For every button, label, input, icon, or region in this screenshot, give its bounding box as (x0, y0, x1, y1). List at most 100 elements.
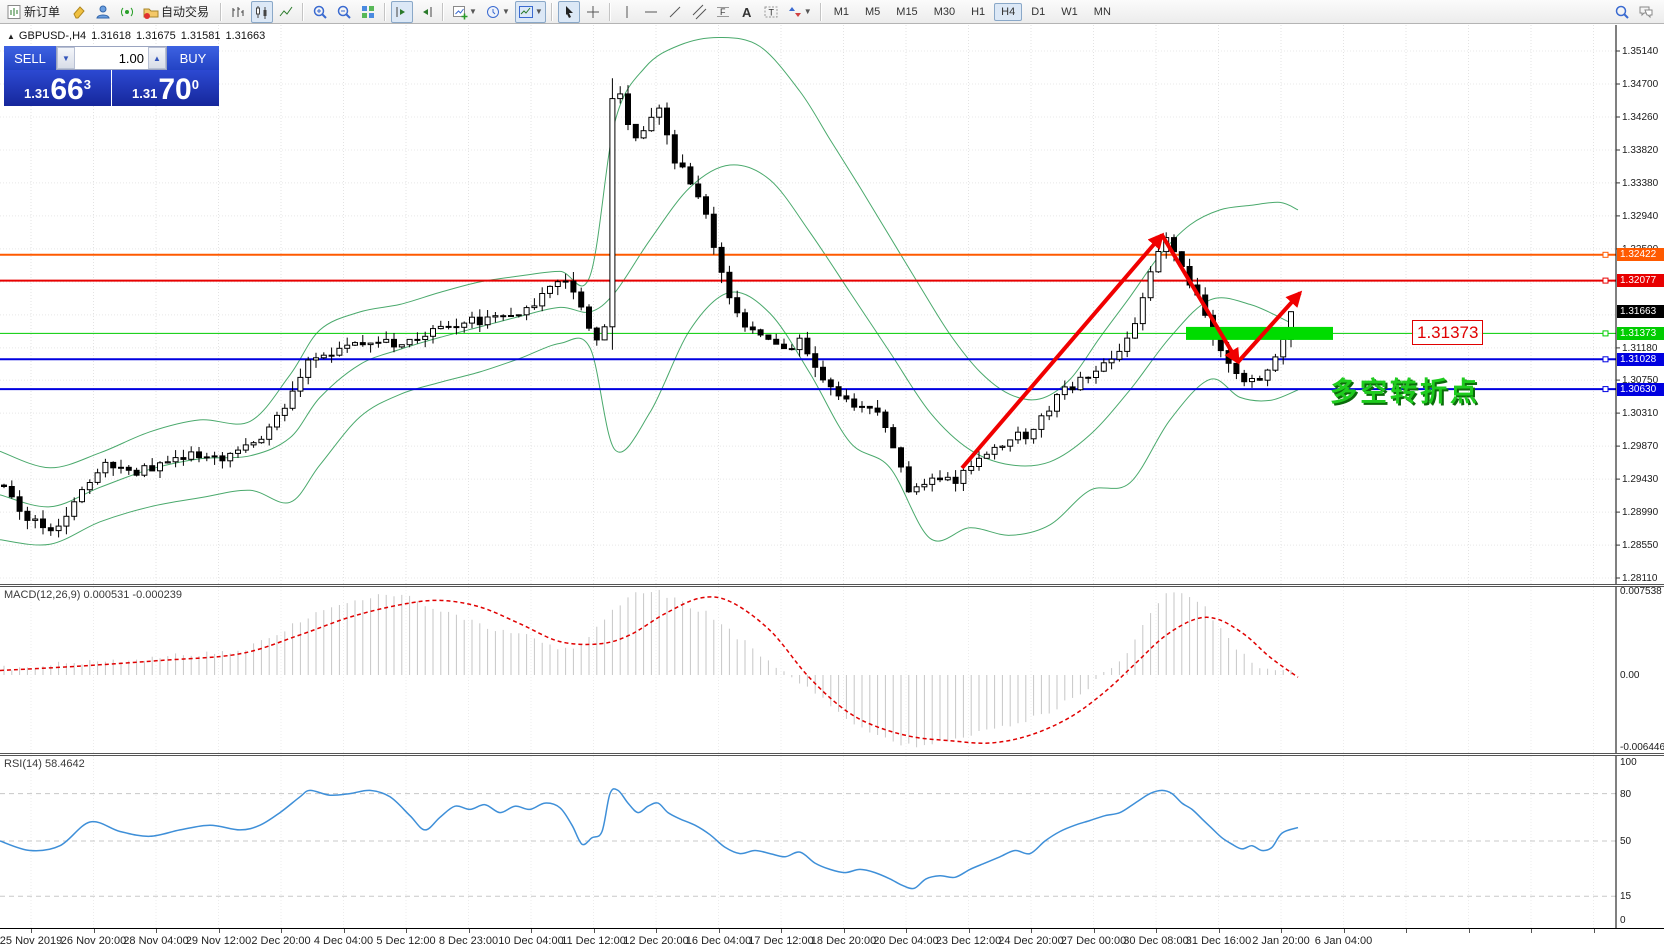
timeframe-m15-button[interactable]: M15 (896, 5, 918, 18)
timeframe-h4-button[interactable]: H4 (994, 2, 1023, 21)
time-tick (1406, 929, 1407, 933)
buy-price-button[interactable]: 1.31 70 0 (112, 70, 219, 106)
bars-chart-button[interactable] (227, 1, 249, 23)
timeframe-d1-button[interactable]: D1 (1031, 5, 1046, 18)
macd-panel[interactable]: MACD(12,26,9) 0.000531 -0.000239 (0, 587, 1664, 753)
text-label-button[interactable]: T (760, 1, 782, 23)
hline-anchor[interactable] (1602, 277, 1609, 284)
time-label: 6 Jan 04:00 (1314, 935, 1373, 947)
timeframe-m5-button[interactable]: M5 (865, 5, 881, 18)
horizontal-line-icon (644, 11, 657, 12)
timeframe-m1-button[interactable]: M1 (833, 5, 849, 18)
macd-signal-line (0, 596, 1299, 744)
period-clock-button[interactable]: ▼ (482, 1, 513, 23)
time-tick (343, 929, 345, 933)
timeframe-w1-button[interactable]: W1 (1061, 5, 1078, 18)
bollinger-upper-band[interactable] (0, 36, 1299, 469)
zoom-in-button[interactable] (309, 1, 331, 23)
quote-close: 1.31663 (225, 30, 266, 42)
zoom-out-button[interactable] (333, 1, 355, 23)
new-chart-icon (453, 5, 468, 19)
buy-button[interactable]: BUY (167, 46, 219, 70)
rsi-panel[interactable]: RSI(14) 58.4642 (0, 756, 1664, 928)
vertical-line-button[interactable] (616, 1, 638, 23)
template-profile-button[interactable]: ▼ (514, 0, 546, 23)
sell-button[interactable]: SELL (4, 46, 56, 70)
crosshair-button[interactable] (582, 1, 604, 23)
volume-increase-button[interactable]: ▲ (148, 47, 166, 69)
quote-low: 1.31581 (180, 30, 221, 42)
time-label: 27 Dec 00:00 (1060, 935, 1127, 947)
price-callout-label[interactable]: 1.31373 (1412, 320, 1484, 345)
volume-input[interactable] (75, 47, 148, 69)
macd-histogram (3, 589, 1292, 748)
price-tick-label: 1.33820 (1622, 144, 1659, 156)
candles-chart-button[interactable] (251, 0, 274, 23)
trend-arrow[interactable] (960, 232, 1165, 470)
price-tick-label: 1.28990 (1622, 507, 1659, 519)
toolbar-separator (550, 2, 553, 21)
turning-point-annotation[interactable]: 多空转折点 (1330, 377, 1480, 407)
line-chart-icon (279, 6, 293, 16)
bollinger-lower-band[interactable] (0, 291, 1299, 546)
horizontal-line-button[interactable] (640, 1, 662, 23)
tile-windows-button[interactable] (357, 1, 379, 23)
search-button[interactable] (1611, 1, 1633, 23)
fibonacci-button[interactable]: F (712, 1, 734, 23)
line-chart-button[interactable] (275, 1, 297, 23)
quote-open: 1.31618 (91, 30, 131, 42)
time-label: 31 Dec 16:00 (1185, 935, 1252, 947)
timeframe-m30-button[interactable]: M30 (933, 5, 956, 18)
macd-canvas[interactable] (0, 587, 1664, 753)
new-chart-button[interactable]: ▼ (449, 1, 480, 23)
period-clock-icon (486, 5, 499, 18)
timeframe-mn-button[interactable]: MN (1093, 5, 1111, 18)
cursor-button[interactable] (557, 0, 580, 23)
current-price-badge: 1.31663 (1617, 305, 1664, 319)
price-chart-panel[interactable] (0, 25, 1664, 584)
time-tick (718, 929, 720, 933)
trend-arrow[interactable] (1160, 233, 1240, 365)
price-chart-canvas[interactable] (0, 25, 1664, 584)
toolbar-separator (442, 2, 445, 21)
timeframe-h1-button[interactable]: H1 (971, 5, 986, 18)
arrows-button[interactable]: ▼ (784, 1, 815, 23)
rsi-canvas[interactable] (0, 756, 1664, 928)
trend-arrow[interactable] (1236, 290, 1303, 364)
signal-button[interactable] (116, 1, 138, 23)
chart-autoscroll-button[interactable] (415, 1, 437, 23)
bollinger-bands[interactable] (0, 36, 1299, 546)
chat-button[interactable] (1635, 1, 1657, 23)
volume-decrease-button[interactable]: ▼ (57, 47, 75, 69)
chart-shift-button[interactable] (391, 0, 414, 23)
trendline-button[interactable] (664, 1, 686, 23)
buy-price-small: 1.31 (132, 86, 158, 101)
equidistant-channel-button[interactable] (688, 1, 710, 23)
macd-axis-label: 0.00 (1620, 670, 1640, 681)
new-order-button[interactable]: 新订单 (3, 1, 66, 23)
trend-arrows[interactable] (960, 232, 1303, 470)
trendline-icon (669, 6, 681, 17)
panel-separator[interactable] (0, 753, 1664, 756)
hline-anchor[interactable] (1602, 251, 1609, 258)
buy-price-big: 70 (158, 73, 192, 106)
hline-anchor[interactable] (1602, 386, 1609, 393)
sell-price-button[interactable]: 1.31 66 3 (4, 70, 111, 106)
text-button[interactable]: A (736, 1, 758, 23)
trade-panel-toggle-icon[interactable]: ▲ (7, 32, 15, 41)
panel-separator[interactable] (0, 584, 1664, 587)
eraser-button[interactable] (68, 1, 90, 23)
hline-anchor[interactable] (1602, 356, 1609, 363)
horizontal-level-lines[interactable] (0, 251, 1616, 393)
auto-trading-button[interactable]: 自动交易 (140, 1, 215, 23)
zoom-in-icon (313, 5, 327, 19)
hline-anchor[interactable] (1602, 330, 1609, 337)
new-order-label: 新订单 (24, 5, 61, 19)
time-axis[interactable]: 25 Nov 2019 26 Nov 20:00 28 Nov 04:00 29 No… (0, 928, 1664, 950)
rsi-axis-label: 80 (1620, 788, 1632, 800)
time-tick (468, 929, 470, 933)
text-icon: A (742, 5, 752, 20)
bollinger-middle-band[interactable] (0, 164, 1291, 508)
time-tick (1593, 929, 1595, 933)
profile-user-button[interactable] (92, 1, 114, 23)
